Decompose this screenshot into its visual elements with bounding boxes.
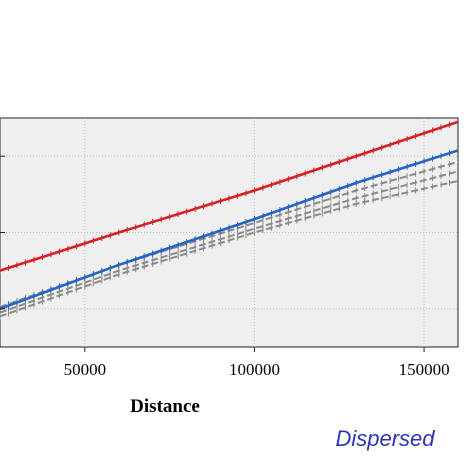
series-group bbox=[0, 120, 458, 320]
x-axis-title: Distance bbox=[130, 396, 200, 417]
series-line bbox=[0, 170, 458, 314]
x-axis: 50000 100000 150000 bbox=[0, 155, 450, 379]
panel-label: Dispersed bbox=[335, 426, 435, 451]
x-tick-label: 100000 bbox=[229, 360, 280, 379]
x-tick-label: 50000 bbox=[64, 360, 107, 379]
x-tick-label: 150000 bbox=[399, 360, 450, 379]
series-markers bbox=[0, 150, 451, 312]
series-line bbox=[0, 179, 458, 318]
series-markers bbox=[0, 179, 451, 320]
series-markers bbox=[0, 121, 451, 274]
